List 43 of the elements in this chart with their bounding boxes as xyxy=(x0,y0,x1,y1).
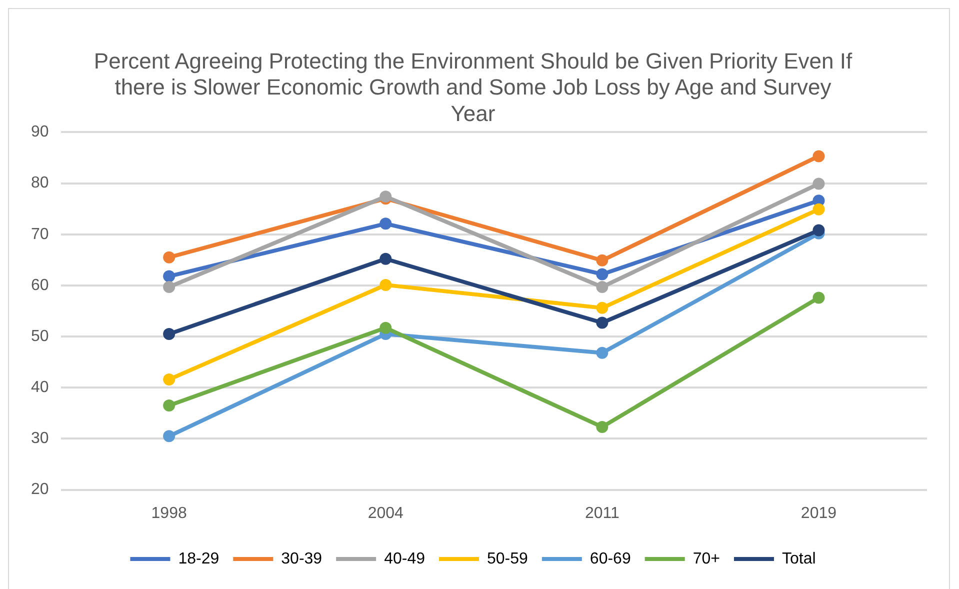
point xyxy=(812,150,825,162)
legend-label: 50-59 xyxy=(486,550,528,568)
y-tick-label: 90 xyxy=(31,124,49,141)
legend-label: 30-39 xyxy=(281,550,322,568)
point xyxy=(596,254,608,266)
point xyxy=(596,268,608,280)
point xyxy=(812,224,825,236)
legend-label: 18-29 xyxy=(178,550,220,568)
legend-label: 70+ xyxy=(692,550,720,568)
y-tick-label: 40 xyxy=(31,379,49,396)
point xyxy=(812,178,825,190)
y-tick-label: 60 xyxy=(31,276,49,294)
point xyxy=(380,322,392,334)
point xyxy=(596,316,608,329)
point xyxy=(163,400,176,412)
point xyxy=(163,430,176,442)
chart-title: Percent Agreeing Protecting the Environment Should be Given Priority Even If there is Slower Economic Growth and Some Job Loss by Age and Survey Year xyxy=(94,48,853,126)
point xyxy=(812,203,825,216)
legend-label: 40-49 xyxy=(384,550,426,568)
point xyxy=(163,280,176,293)
point xyxy=(380,218,392,230)
point xyxy=(380,278,392,291)
legend-label: 60-69 xyxy=(590,550,631,568)
point xyxy=(163,328,176,340)
y-tick-label: 50 xyxy=(31,328,49,345)
x-tick-label: 2011 xyxy=(584,504,620,522)
x-tick-label: 2019 xyxy=(800,504,837,522)
point xyxy=(596,302,608,314)
y-tick-label: 70 xyxy=(31,226,49,243)
point xyxy=(163,270,176,282)
point xyxy=(596,346,608,359)
point xyxy=(812,292,825,304)
point xyxy=(596,280,608,293)
point xyxy=(596,420,608,433)
x-tick-label: 1998 xyxy=(151,504,187,522)
legend-label: Total xyxy=(782,550,816,568)
y-tick-label: 20 xyxy=(31,481,49,498)
y-tick-label: 80 xyxy=(31,174,49,192)
y-tick-label: 30 xyxy=(31,430,49,448)
point xyxy=(380,252,392,265)
x-tick-label: 2004 xyxy=(368,504,404,522)
point xyxy=(163,251,176,264)
point xyxy=(163,373,176,386)
